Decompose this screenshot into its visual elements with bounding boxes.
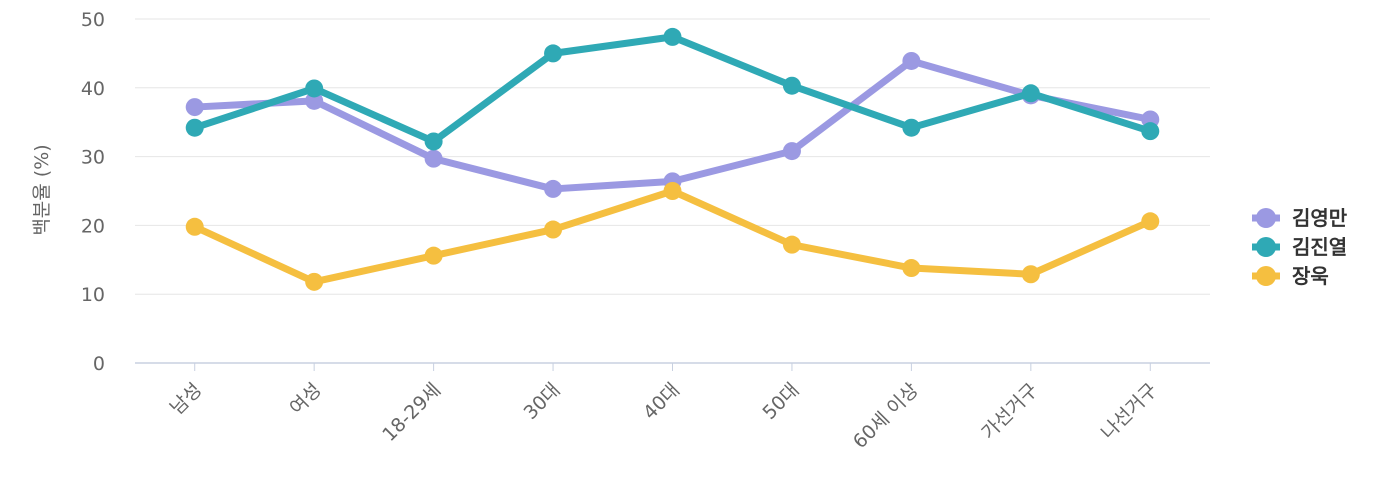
legend-item[interactable]: 김진열: [1252, 235, 1347, 259]
legend-label: 김진열: [1292, 235, 1347, 259]
data-point[interactable]: [305, 91, 324, 110]
data-point[interactable]: [185, 118, 204, 137]
x-tick-label: 남성: [166, 379, 206, 419]
x-tick-label: 40대: [639, 379, 684, 424]
x-tick-label: 30대: [520, 379, 565, 424]
data-point[interactable]: [544, 179, 563, 198]
data-point[interactable]: [782, 235, 801, 254]
y-tick-label: 50: [81, 9, 105, 31]
series-line: [191, 187, 1154, 286]
data-point[interactable]: [185, 98, 204, 117]
y-axis: 백분율 (%) 0 10 20 30 40 50: [31, 9, 105, 375]
legend-marker: [1256, 237, 1276, 257]
data-point[interactable]: [782, 142, 801, 161]
data-point[interactable]: [902, 259, 921, 278]
data-point[interactable]: [544, 44, 563, 63]
legend-item[interactable]: 장욱: [1252, 264, 1329, 288]
data-point[interactable]: [424, 132, 443, 151]
y-tick-label: 40: [81, 78, 105, 100]
legend-label: 김영만: [1292, 206, 1348, 230]
x-tick-label: 나선거구: [1097, 379, 1162, 444]
legend-marker: [1256, 266, 1276, 286]
y-tick-label: 0: [93, 353, 105, 375]
data-point[interactable]: [782, 76, 801, 95]
data-point[interactable]: [663, 27, 682, 46]
legend-label: 장욱: [1292, 264, 1329, 288]
x-tick-label: 60세 이상: [849, 379, 923, 453]
y-tick-label: 30: [81, 147, 105, 169]
x-tick-label: 여성: [285, 379, 325, 419]
y-axis-label: 백분율 (%): [31, 144, 53, 235]
series-group: [185, 51, 1160, 198]
data-point[interactable]: [1141, 122, 1160, 141]
data-point[interactable]: [305, 272, 324, 291]
x-tick-label: 18-29세: [378, 379, 445, 446]
series-group: [185, 182, 1160, 291]
x-tick-label: 가선거구: [977, 379, 1042, 444]
data-point[interactable]: [1141, 212, 1160, 231]
x-axis: 남성 여성 18-29세 30대 40대 50대 60세 이상 가선거구 나선거구: [166, 363, 1162, 453]
series: [185, 27, 1160, 291]
data-point[interactable]: [1021, 265, 1040, 284]
series-group: [185, 27, 1160, 151]
data-point[interactable]: [1021, 84, 1040, 103]
series-line: [191, 57, 1154, 193]
data-point[interactable]: [902, 51, 921, 70]
data-point[interactable]: [185, 217, 204, 236]
x-tick-label: 50대: [758, 379, 803, 424]
data-point[interactable]: [663, 182, 682, 200]
data-point[interactable]: [544, 220, 563, 239]
data-point[interactable]: [424, 246, 443, 265]
legend-item[interactable]: 김영만: [1252, 206, 1348, 230]
y-tick-label: 10: [81, 284, 105, 306]
legend-marker: [1256, 208, 1276, 228]
data-point[interactable]: [902, 118, 921, 137]
y-tick-label: 20: [81, 215, 105, 237]
data-point[interactable]: [424, 149, 443, 168]
data-point[interactable]: [305, 79, 324, 98]
